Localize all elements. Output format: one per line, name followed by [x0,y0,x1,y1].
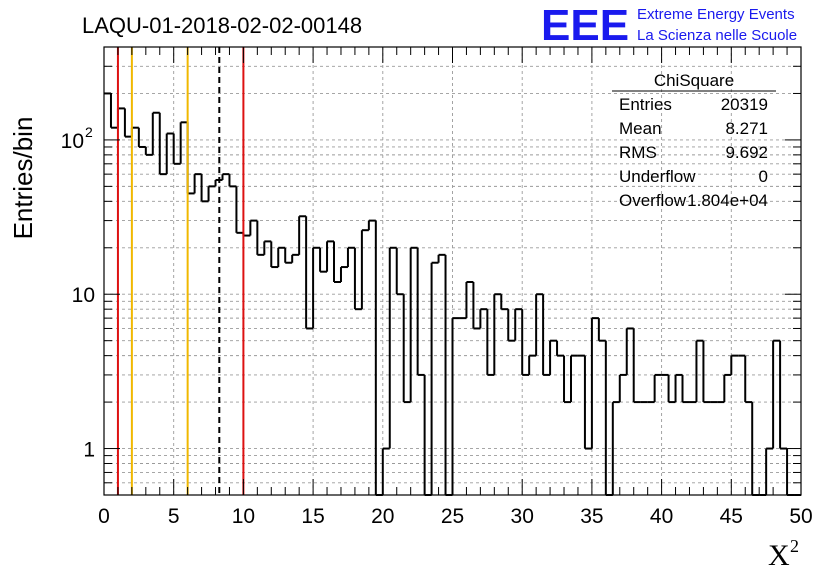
stats-row-value: 0 [759,167,768,186]
axis-ticks [103,47,802,495]
stats-row: Overflow 1.804e+04 [619,191,768,210]
stats-row: Entries 20319 [619,95,768,114]
stats-row-label: Mean [619,119,662,138]
x-tick-label: 50 [789,505,812,528]
stats-row-label: Entries [619,95,672,114]
logo: EEE Extreme Energy Events La Scienza nel… [541,1,797,50]
stats-row-value: 9.692 [725,143,768,162]
logo-letters: EEE [541,1,629,50]
y-tick-label: 10 [72,284,95,307]
x-tick-label: 10 [232,505,255,528]
logo-line2: La Scienza nelle Scuole [637,27,797,44]
x-tick-label: 20 [371,505,394,528]
y-tick-label-superscript: 2 [85,124,93,140]
x-tick-label: 40 [650,505,673,528]
logo-line1: Extreme Energy Events [637,6,795,23]
x-tick-label: 25 [441,505,464,528]
stats-row: Underflow 0 [619,167,768,186]
y-tick-label-base: 10 [61,130,84,153]
chart-title: LAQU-01-2018-02-02-00148 [82,13,362,38]
x-axis-label-superscript: 2 [790,536,799,556]
stats-row: Mean 8.271 [619,119,768,138]
stats-row-label: Underflow [619,167,696,186]
x-tick-label: 0 [98,505,110,528]
y-tick-label-base: 10 [72,284,95,307]
y-axis-label: Entries/bin [8,117,38,240]
stats-row-value: 1.804e+04 [687,191,768,210]
x-tick-label: 5 [168,505,180,528]
y-tick-label: 10 2 [61,124,93,153]
cut-lines [116,47,245,495]
stats-title: ChiSquare [654,71,734,90]
x-tick-label: 15 [301,505,324,528]
y-tick-label: 1 [83,439,95,462]
x-tick-label: 35 [580,505,603,528]
x-tick-label: 30 [511,505,534,528]
x-axis-label-base: X [768,539,790,572]
x-axis-label: X 2 [768,536,799,572]
stats-row-label: Overflow [619,191,687,210]
stats-row-value: 20319 [721,95,768,114]
x-tick-label: 45 [720,505,743,528]
histogram [104,92,801,496]
stats-row-label: RMS [619,143,657,162]
stats-box: ChiSquare Entries 20319 Mean 8.271 RMS 9.692 U… [612,71,776,210]
stats-row-value: 8.271 [725,119,768,138]
y-tick-label-base: 1 [83,439,95,462]
stats-row: RMS 9.692 [619,143,768,162]
